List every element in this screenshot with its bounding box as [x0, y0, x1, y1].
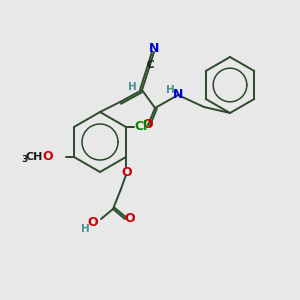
- Text: O: O: [122, 166, 132, 178]
- Text: H: H: [81, 224, 89, 234]
- Text: 3: 3: [21, 155, 27, 164]
- Text: O: O: [143, 118, 153, 131]
- Text: O: O: [88, 217, 98, 230]
- Text: H: H: [128, 82, 136, 92]
- Text: O: O: [125, 212, 135, 226]
- Text: CH: CH: [25, 152, 43, 162]
- Text: H: H: [166, 85, 174, 95]
- Text: Cl: Cl: [134, 121, 148, 134]
- Text: C: C: [146, 60, 154, 70]
- Text: N: N: [149, 43, 159, 56]
- Text: N: N: [173, 88, 183, 101]
- Text: O: O: [43, 151, 53, 164]
